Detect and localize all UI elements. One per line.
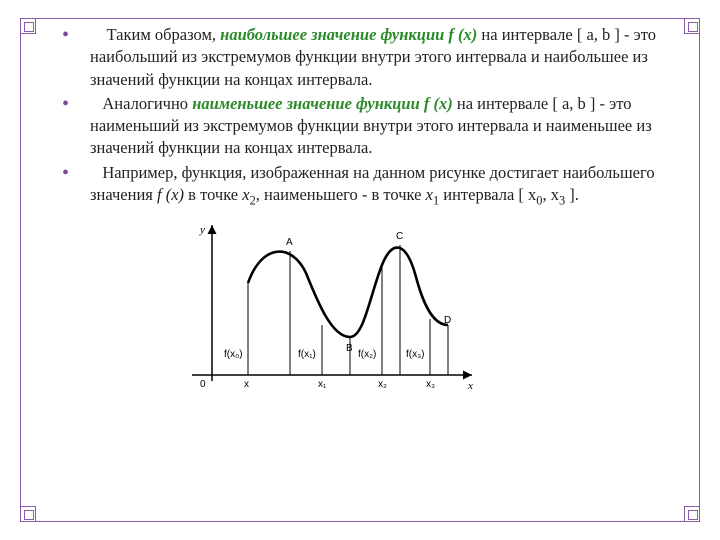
bullet-item: Аналогично наименьшее значение функции f…: [62, 93, 682, 160]
text-run: Аналогично: [90, 94, 192, 113]
bullet-list: Таким образом, наибольшее значение функц…: [62, 24, 682, 209]
fx-italic: f (x): [157, 185, 184, 204]
text-run: в точке: [184, 185, 242, 204]
corner-decoration: [20, 18, 36, 34]
svg-text:x₁: x₁: [318, 379, 327, 390]
text-run: , наименьшего - в точке: [256, 185, 426, 204]
svg-text:f(x₂): f(x₂): [358, 349, 376, 360]
svg-text:x₃: x₃: [426, 379, 435, 390]
corner-decoration: [20, 506, 36, 522]
svg-text:C: C: [396, 231, 403, 242]
svg-text:x: x: [467, 380, 473, 392]
function-graph: 0xyf(x₀)xAf(x₁)x₁Bf(x₂)x₂Cf(x₃)x₃D: [182, 215, 482, 395]
text-run: интервала [ x: [439, 185, 536, 204]
highlight-phrase: наименьшее значение функции f (x): [192, 94, 453, 113]
slide-content: Таким образом, наибольшее значение функц…: [62, 24, 682, 395]
svg-text:B: B: [346, 343, 353, 354]
text-run: ].: [565, 185, 579, 204]
svg-text:f(x₀): f(x₀): [224, 349, 243, 360]
corner-decoration: [684, 18, 700, 34]
graph-container: 0xyf(x₀)xAf(x₁)x₁Bf(x₂)x₂Cf(x₃)x₃D: [182, 215, 682, 395]
text-run: , x: [542, 185, 559, 204]
svg-text:x₂: x₂: [378, 379, 387, 390]
svg-text:A: A: [286, 237, 293, 248]
svg-text:0: 0: [200, 379, 206, 390]
corner-decoration: [684, 506, 700, 522]
svg-text:f(x₁): f(x₁): [298, 349, 316, 360]
bullet-item: Например, функция, изображенная на данно…: [62, 162, 682, 209]
bullet-item: Таким образом, наибольшее значение функц…: [62, 24, 682, 91]
var-x: x: [242, 185, 249, 204]
svg-text:f(x₃): f(x₃): [406, 349, 425, 360]
highlight-phrase: наибольшее значение функции f (x): [220, 25, 477, 44]
var-x: x: [426, 185, 433, 204]
svg-text:y: y: [199, 224, 205, 236]
text-run: Таким образом,: [90, 25, 220, 44]
svg-text:x: x: [244, 379, 249, 390]
